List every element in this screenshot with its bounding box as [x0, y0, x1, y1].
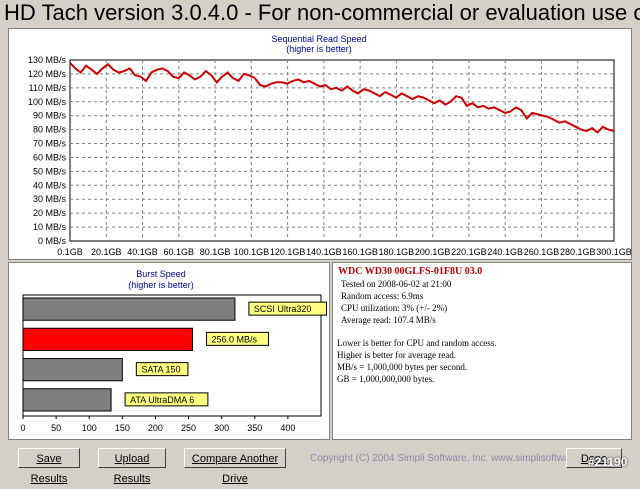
seq-x-tick-label: 300.1GB [596, 247, 631, 257]
burst-label-box-3 [124, 392, 209, 407]
seq-x-tick-label: 220.1GB [451, 247, 487, 257]
seq-y-tick-label: 110 MB/s [29, 83, 67, 93]
seq-x-tick-label: 100.1GB [234, 247, 270, 257]
seq-chart-title: Sequential Read Speed [271, 34, 366, 44]
seq-y-tick-label: 100 MB/s [28, 97, 67, 107]
seq-x-tick-label: 20.1GB [91, 247, 122, 257]
burst-label-3: ATA UltraDMA 6 [130, 395, 194, 405]
drive-name: WDC WD30 00GLFS-01F8U 03.0 [338, 266, 483, 277]
seq-chart-subtitle: (higher is better) [286, 44, 352, 54]
info-test-date: Tested on 2008-06-02 at 21:00 [341, 279, 452, 289]
sequential-read-panel: Sequential Read Speed (higher is better)… [8, 28, 632, 260]
info-cpu-utilization: CPU utilization: 3% (+/- 2%) [341, 303, 448, 313]
window-title: HD Tach version 3.0.4.0 - For non-commer… [0, 0, 640, 26]
seq-y-tick-label: 50 MB/s [33, 166, 67, 176]
seq-x-tick-label: 60.1GB [164, 247, 195, 257]
burst-label-1: 256.0 MB/s [212, 334, 258, 344]
seq-y-tick-label: 30 MB/s [33, 194, 67, 204]
burst-label-box-2 [135, 362, 189, 377]
seq-x-tick-label: 240.1GB [487, 247, 523, 257]
burst-speed-panel: Burst Speed (higher is better) 0 50 100 150… [8, 262, 330, 440]
seq-y-tick-label: 60 MB/s [33, 152, 67, 162]
seq-x-tick-label: 120.1GB [270, 247, 306, 257]
done-button[interactable]: Done [566, 448, 622, 468]
burst-x-tick-label: 150 [115, 423, 130, 433]
burst-x-tick-label: 200 [148, 423, 163, 433]
seq-y-tick-label: 70 MB/s [33, 139, 67, 149]
seq-y-tick-label: 120 MB/s [28, 69, 67, 79]
drive-info-panel [332, 262, 632, 440]
compare-drive-button[interactable]: Compare Another Drive [184, 448, 286, 485]
seq-y-tick-label: 80 MB/s [33, 125, 67, 135]
burst-bar-0 [22, 297, 236, 321]
burst-label-0: SCSI Ultra320 [254, 304, 312, 314]
burst-label-box-1 [206, 331, 270, 346]
seq-x-tick-label: 280.1GB [560, 247, 596, 257]
burst-bar-3 [22, 388, 112, 412]
seq-read-series-line [69, 62, 615, 134]
burst-label-2: SATA 150 [141, 365, 180, 375]
burst-x-tick-label: 400 [280, 423, 295, 433]
note-lower-better: Lower is better for CPU and random acces… [337, 338, 497, 348]
note-higher-better: Higher is better for average read. [337, 350, 456, 360]
sequential-read-chart: Sequential Read Speed (higher is better)… [28, 34, 632, 257]
seq-y-tick-label: 10 MB/s [33, 222, 67, 232]
seq-plot-area [69, 59, 615, 242]
seq-x-tick-label: 200.1GB [415, 247, 451, 257]
note-gb-definition: GB = 1,000,000,000 bytes. [337, 374, 435, 384]
upload-results-button[interactable]: Upload Results [98, 448, 166, 485]
burst-bar-1 [22, 327, 194, 351]
seq-y-tick-label: 0 MB/s [38, 236, 67, 246]
burst-chart-title: Burst Speed [136, 269, 186, 279]
seq-y-tick-label: 90 MB/s [33, 111, 67, 121]
copyright-text: Copyright (C) 2004 Simpli Software, Inc.… [310, 453, 601, 464]
burst-x-tick-label: 50 [51, 423, 61, 433]
seq-x-tick-label: 40.1GB [127, 247, 158, 257]
seq-y-tick-label: 20 MB/s [33, 208, 67, 218]
seq-x-tick-label: 160.1GB [342, 247, 378, 257]
burst-bar-2 [22, 358, 123, 382]
seq-x-tick-label: 260.1GB [524, 247, 560, 257]
burst-x-tick-label: 250 [181, 423, 196, 433]
burst-chart-subtitle: (higher is better) [128, 280, 194, 290]
burst-x-tick-label: 350 [247, 423, 262, 433]
info-average-read: Average read: 107.4 MB/s [341, 315, 436, 325]
burst-label-box-0 [248, 301, 328, 316]
burst-x-tick-label: 0 [20, 423, 25, 433]
seq-y-tick-label: 130 MB/s [28, 55, 67, 65]
info-random-access: Random access: 6.9ms [341, 291, 424, 301]
seq-x-tick-label: 0.1GB [57, 247, 83, 257]
seq-x-tick-label: 140.1GB [306, 247, 342, 257]
save-results-button[interactable]: Save Results [18, 448, 80, 485]
burst-x-tick-label: 300 [214, 423, 229, 433]
seq-x-tick-label: 80.1GB [200, 247, 231, 257]
image-tag: #21190 [588, 455, 628, 469]
burst-x-tick-label: 100 [82, 423, 97, 433]
burst-speed-chart: Burst Speed (higher is better) 0 50 100 150… [20, 269, 328, 433]
seq-y-tick-label: 40 MB/s [33, 180, 67, 190]
seq-x-tick-label: 180.1GB [379, 247, 415, 257]
note-mb-definition: MB/s = 1,000,000 bytes per second. [337, 362, 468, 372]
